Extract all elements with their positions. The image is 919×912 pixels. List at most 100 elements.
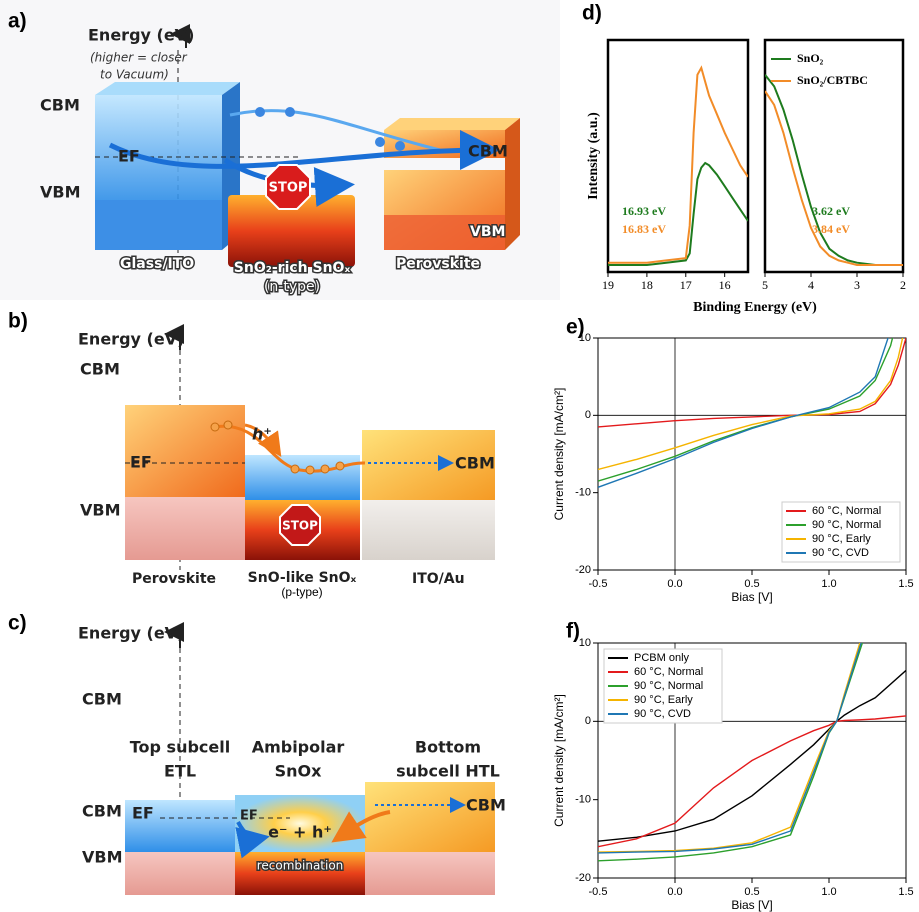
y-axis-label: Current density [mA/cm²]: [552, 388, 566, 521]
x-tick-label: 0.5: [744, 886, 759, 898]
electron-arrow: [108, 130, 500, 171]
x-tick-label: -0.5: [589, 578, 608, 590]
y-tick-label: 0: [585, 409, 591, 421]
series-line: [608, 161, 748, 266]
layer-label: Top subcell: [130, 738, 230, 757]
block: [125, 405, 245, 497]
annotation: 16.83 eV: [622, 222, 666, 236]
panel-c: c) Energy (eV) CBM Top subcell ETL Ambip…: [8, 612, 506, 895]
x-tick-label: 1.0: [821, 578, 836, 590]
level-label: EF: [130, 453, 152, 472]
level-label: CBM: [466, 796, 506, 815]
electrons: [255, 107, 405, 151]
panel-label: e): [566, 316, 585, 339]
legend-label: 90 °C, Normal: [812, 519, 881, 531]
y-tick-label: -20: [575, 564, 591, 576]
holes: [210, 420, 345, 475]
layer-label: (p-type): [281, 585, 322, 599]
annotation: 3.62 eV: [812, 204, 850, 218]
series-line: [598, 669, 906, 842]
level-label: VBM: [80, 501, 121, 520]
recombination-label: recombination: [257, 859, 344, 873]
x-tick-label: 17: [680, 278, 692, 292]
x-tick-label: 1.5: [898, 578, 913, 590]
layer-label: ITO/Au: [412, 571, 465, 587]
layer-label: Ambipolar: [252, 738, 345, 757]
level-label: VBM: [470, 224, 505, 240]
x-tick-label: 19: [602, 278, 614, 292]
layer-label: Perovskite: [132, 571, 216, 587]
level-label: EF: [240, 809, 258, 824]
x-tick-label: 1.5: [898, 886, 913, 898]
layer-label: Perovskite: [396, 256, 480, 272]
block-side: [505, 118, 520, 250]
series-line: [598, 643, 862, 854]
series-line: [608, 65, 748, 264]
chart: 5 4 3 2 3.62 eV 3.84 eV SnO₂ SnO₂/CBTBC: [762, 38, 906, 292]
y-tick-label: 0: [585, 715, 591, 727]
x-tick-label: 2: [900, 278, 906, 292]
block: [125, 497, 245, 560]
carrier-label: h⁺: [252, 425, 272, 444]
energy-label: Energy (eV): [88, 26, 194, 45]
level-label: CBM: [82, 690, 122, 709]
layer-label: SnO₂-rich SnOₓ: [234, 260, 351, 276]
block: [362, 430, 495, 500]
layer-label: ETL: [164, 762, 196, 781]
annotation: 3.84 eV: [812, 222, 850, 236]
series-line: [598, 643, 864, 862]
x-tick-label: -0.5: [589, 886, 608, 898]
legend-label: 60 °C, Normal: [812, 505, 881, 517]
level-label: CBM: [455, 454, 495, 473]
block: [362, 500, 495, 560]
x-tick-label: 5: [762, 278, 768, 292]
y-tick-label: 10: [579, 637, 591, 649]
block: [95, 200, 222, 250]
legend-label: SnO₂: [797, 51, 824, 65]
plot-frame: [606, 38, 750, 274]
plot-frame: [763, 38, 905, 274]
x-tick-label: 3: [854, 278, 860, 292]
x-tick-label: 1.0: [821, 886, 836, 898]
legend-label: 90 °C, CVD: [634, 708, 691, 720]
x-tick-label: 0.0: [667, 578, 682, 590]
legend-label: 60 °C, Normal: [634, 666, 703, 678]
x-tick-label: 18: [641, 278, 653, 292]
chart: -0.5 0.0 0.5 1.0 1.5 -20 -10 0 10 PCBM only 60 °C,…: [552, 620, 913, 912]
block: [384, 215, 505, 250]
level-label: EF: [118, 147, 140, 166]
block: [125, 800, 235, 852]
series-line: [598, 643, 861, 853]
block-top: [95, 82, 240, 95]
level-label: CBM: [468, 142, 508, 161]
level-label: CBM: [80, 360, 120, 379]
block: [125, 852, 235, 895]
panel-label: f): [566, 620, 580, 643]
panel-a: a) Energy (eV) (higher = closer to Vacuu…: [0, 0, 560, 300]
level-label: EF: [132, 804, 154, 823]
x-axis-label: Bias [V]: [731, 590, 772, 604]
block: [365, 852, 495, 895]
y-axis-label: Current density [mA/cm²]: [552, 694, 566, 827]
legend-label: 90 °C, Early: [812, 533, 871, 545]
layer-label: (n-type): [264, 279, 320, 295]
level-label: VBM: [40, 183, 81, 202]
chart: 19 18 17 16 16.93 eV 16.83 eV Binding Energy (…: [582, 2, 817, 316]
fire-block: [235, 852, 365, 895]
level-label: VBM: [82, 848, 123, 867]
legend-label: 90 °C, CVD: [812, 547, 869, 559]
annotation: 16.93 eV: [622, 204, 666, 218]
stop-sign: [279, 504, 321, 546]
block-top: [384, 118, 520, 130]
note: to Vacuum): [100, 68, 169, 82]
recombination-label: e⁻ + h⁺: [268, 823, 332, 842]
layer-label: SnO-like SnOₓ: [248, 570, 357, 586]
x-tick-label: 4: [808, 278, 814, 292]
panel-label: a): [8, 10, 27, 33]
block: [365, 782, 495, 852]
note: (higher = closer: [90, 51, 188, 65]
y-axis-label: Intensity (a.u.): [586, 112, 601, 200]
x-tick-label: 16: [719, 278, 731, 292]
fire-block: [228, 195, 355, 267]
y-tick-label: -10: [575, 794, 591, 806]
